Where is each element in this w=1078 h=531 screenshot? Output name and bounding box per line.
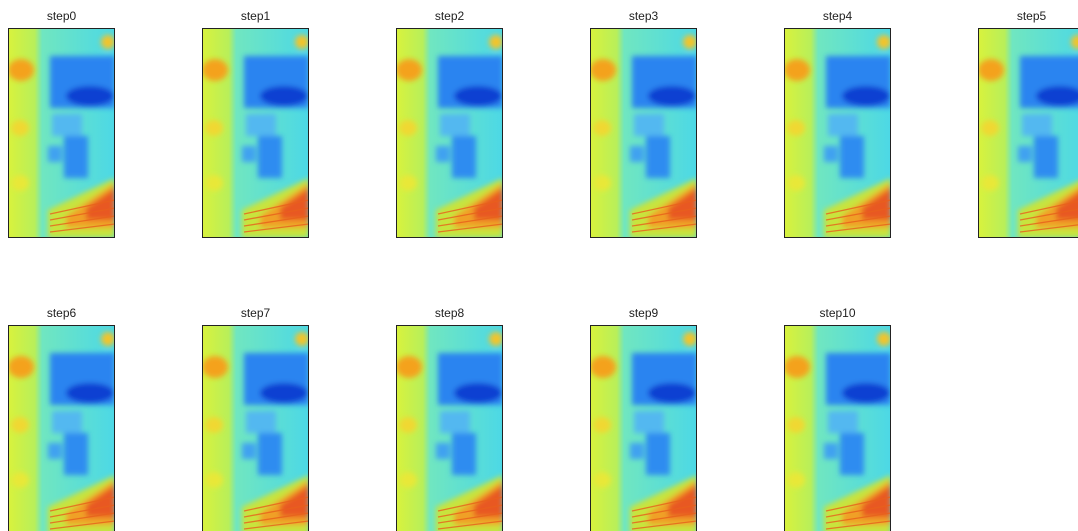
spectrogram-image: [784, 28, 891, 238]
spectrogram-image: [202, 28, 309, 238]
spectrogram-image: [202, 325, 309, 531]
spectrogram-image: [784, 325, 891, 531]
spectrogram-image: [978, 28, 1078, 238]
panel-title: step5: [1017, 9, 1047, 23]
panel-title: step6: [47, 306, 77, 320]
spectrogram-image: [396, 28, 503, 238]
panel-title: step7: [241, 306, 271, 320]
spectrogram-image: [8, 325, 115, 531]
panel-title: step2: [435, 9, 465, 23]
panel-title: step10: [819, 306, 855, 320]
panel-title: step1: [241, 9, 271, 23]
panel-title: step9: [629, 306, 659, 320]
panel-title: step0: [47, 9, 77, 23]
spectrogram-image: [590, 28, 697, 238]
panel-title: step8: [435, 306, 465, 320]
spectrogram-image: [590, 325, 697, 531]
spectrogram-image: [8, 28, 115, 238]
panel-title: step4: [823, 9, 853, 23]
spectrogram-image: [396, 325, 503, 531]
panel-title: step3: [629, 9, 659, 23]
